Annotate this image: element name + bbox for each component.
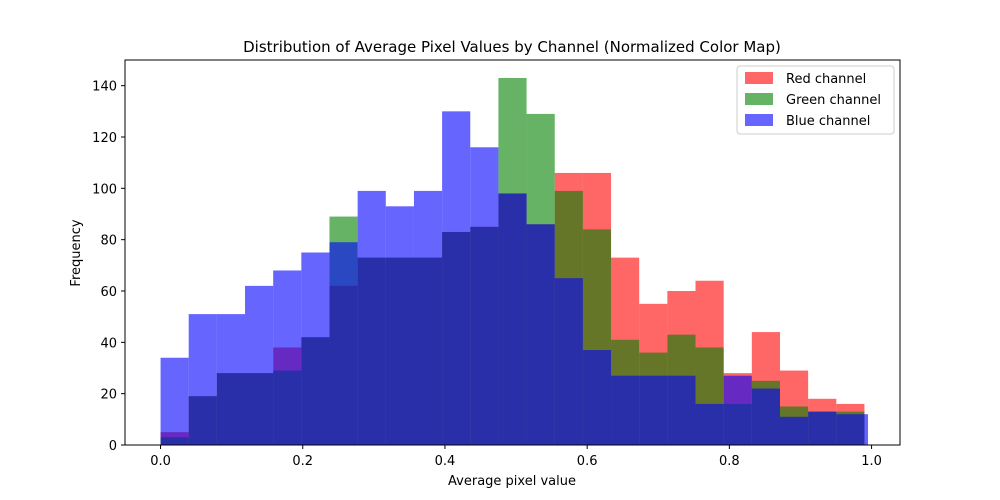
y-axis-label: Frequency [69, 219, 84, 286]
plot-frame [124, 59, 901, 446]
y-tick-label: 140 [92, 80, 117, 95]
x-tick-label: 0.8 [719, 454, 740, 469]
y-axis-ticks: 0 20 40 60 80 100 120 140 [92, 80, 125, 454]
blue-channel-bar [273, 270, 302, 445]
blue-channel-bar [723, 375, 752, 445]
legend-label-red-channel: Red channel [786, 72, 866, 87]
blue-channel-bar [751, 388, 780, 445]
blue-channel-bar [301, 252, 330, 445]
x-axis-label: Average pixel value [448, 474, 576, 489]
blue-channel-bar [611, 375, 640, 445]
blue-channel-bar [329, 242, 358, 445]
blue-channel-bar [808, 411, 837, 445]
blue-channel-bar [470, 147, 499, 445]
blue-channel-bar [582, 350, 612, 445]
legend-label-green-channel: Green channel [786, 93, 881, 108]
x-tick-label: 1.0 [861, 454, 882, 469]
legend-swatch-red-channel [745, 72, 773, 84]
x-tick-label: 0.4 [435, 454, 456, 469]
y-tick-label: 40 [100, 336, 117, 351]
blue-channel-bar [188, 314, 217, 445]
legend: Red channel Green channel Blue channel [736, 65, 895, 135]
y-tick-label: 0 [109, 439, 117, 454]
x-tick-label: 0.2 [292, 454, 313, 469]
blue-channel-bar [413, 190, 443, 445]
blue-channel-bar [385, 206, 414, 445]
blue-channel-bar [526, 224, 555, 445]
y-tick-label: 100 [92, 182, 117, 197]
y-tick-label: 120 [92, 131, 117, 146]
legend-label-blue-channel: Blue channel [786, 114, 870, 129]
blue-channel-bar [160, 357, 189, 445]
blue-channel-bar [245, 285, 274, 445]
blue-channel-bar [836, 414, 869, 445]
y-tick-label: 20 [100, 388, 117, 403]
histogram-bars [160, 77, 869, 446]
blue-channel-bar [498, 193, 527, 445]
blue-channel-bar [667, 375, 696, 445]
legend-swatch-green-channel [745, 93, 773, 105]
blue-channel-bar [554, 278, 583, 445]
x-tick-label: 0.0 [150, 454, 171, 469]
blue-channel-bar [442, 111, 471, 445]
x-tick-label: 0.6 [577, 454, 598, 469]
blue-channel-bar [357, 190, 386, 445]
blue-channel-bar [779, 416, 809, 445]
y-tick-label: 80 [100, 234, 117, 249]
legend-box [736, 65, 895, 135]
legend-swatch-blue-channel [745, 114, 773, 126]
blue-channel-bar [695, 403, 724, 445]
x-axis-ticks: 0.0 0.2 0.4 0.6 0.8 1.0 [150, 445, 882, 469]
blue-channel-bar [216, 314, 246, 445]
chart-title: Distribution of Average Pixel Values by … [243, 38, 781, 56]
y-tick-label: 60 [100, 285, 117, 300]
blue-channel-bar [639, 375, 668, 445]
